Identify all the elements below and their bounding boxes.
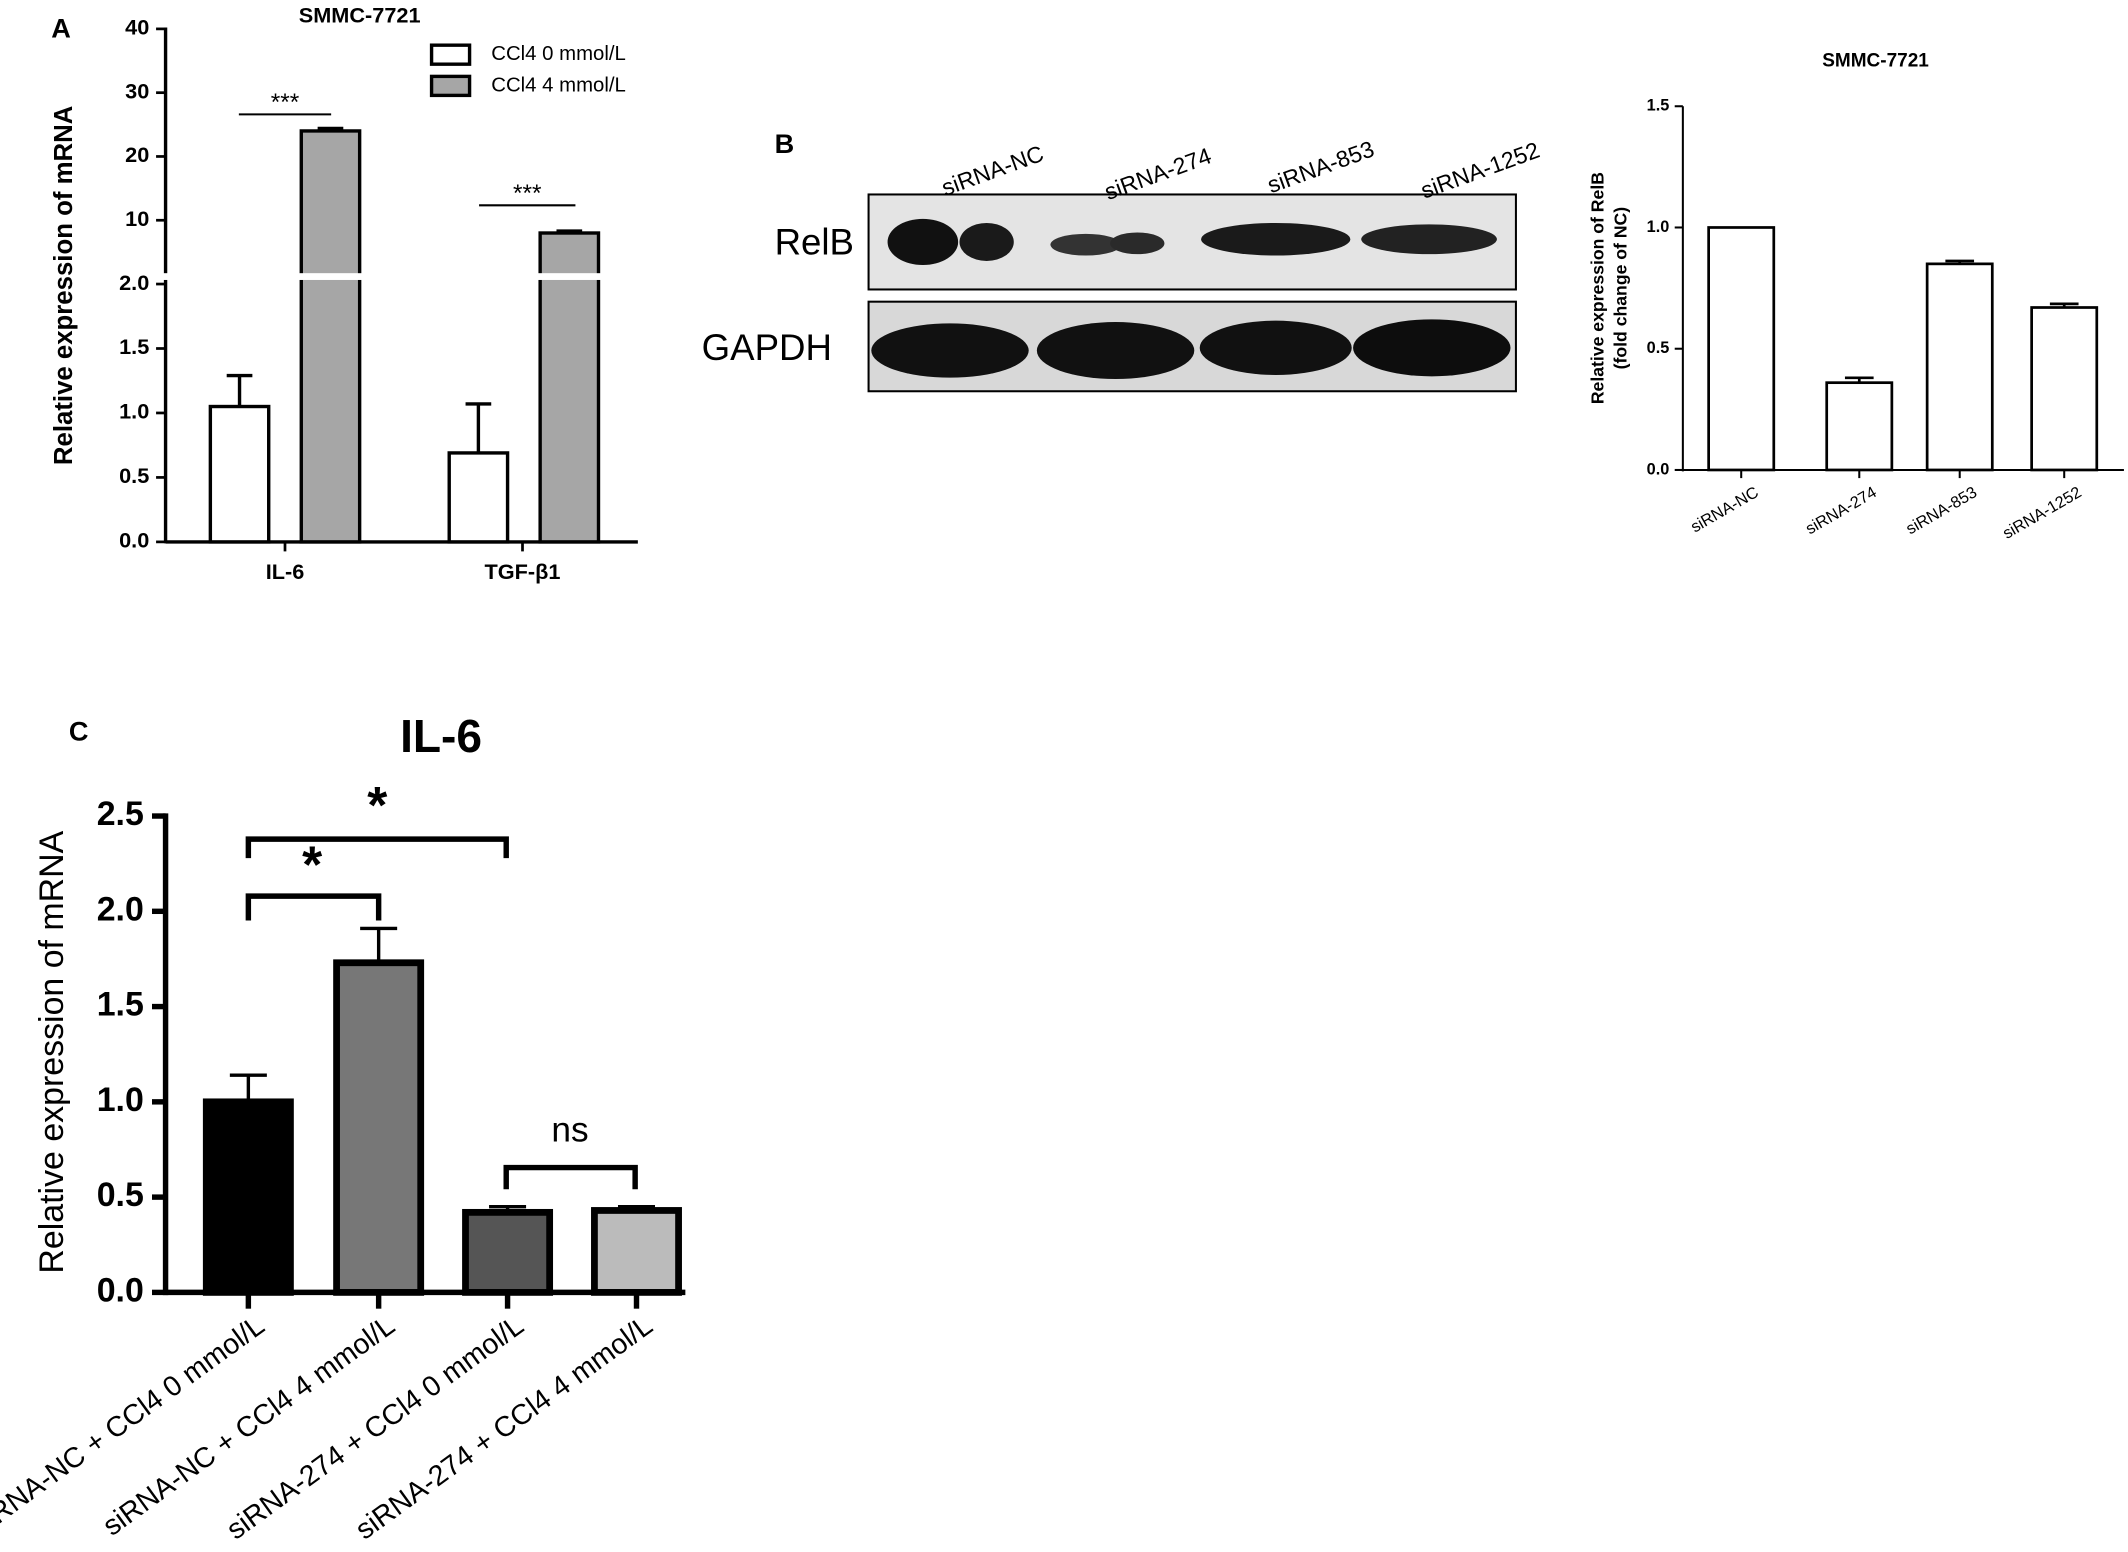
y-tick-label: 0.5: [119, 463, 149, 488]
significance-label: *: [302, 836, 323, 894]
significance-bracket: [245, 836, 509, 859]
x-tick-label: IL-6: [266, 559, 305, 584]
legend-swatch: [429, 74, 472, 98]
significance-label: *: [367, 776, 388, 834]
y-axis-label: Relative expression of mRNA: [33, 830, 71, 1273]
x-tick-label: siRNA-274: [1803, 483, 1880, 538]
y-tick-label: 1.0: [97, 1081, 144, 1119]
panel-label: A: [51, 12, 71, 43]
panel-label: B: [775, 128, 795, 159]
x-tick-label: siRNA-853: [1903, 483, 1980, 538]
significance-label: ***: [271, 89, 300, 116]
blot-band: [1361, 224, 1497, 255]
blot-band: [1036, 322, 1195, 380]
blot-band: [1201, 222, 1351, 256]
y-tick-label: 0.5: [1647, 339, 1670, 357]
x-tick-label: siRNA-NC: [1688, 483, 1762, 536]
y-tick-label: 1.5: [119, 334, 149, 359]
bar: [591, 1207, 682, 1296]
bar: [202, 1098, 294, 1296]
y-tick-label: 30: [125, 78, 149, 103]
y-tick-label: 1.5: [97, 986, 144, 1024]
significance-label: ns: [551, 1111, 588, 1150]
y-tick-label: 0.5: [97, 1176, 144, 1214]
chart-title: SMMC-7721: [1822, 50, 1929, 71]
chart-title: IL-6: [400, 710, 482, 762]
bar: [299, 129, 362, 544]
y-tick-label: 1.5: [1647, 97, 1670, 115]
legend-label: CCl4 4 mmol/L: [491, 74, 626, 96]
x-tick-label: siRNA-1252: [2000, 483, 2085, 542]
blot-row-label: RelB: [775, 221, 854, 262]
blot-band: [959, 222, 1014, 261]
bar: [1707, 226, 1776, 472]
blot-row-label: GAPDH: [702, 327, 832, 368]
bar: [208, 404, 271, 544]
bar: [462, 1208, 554, 1296]
blot-band: [871, 323, 1029, 378]
y-tick-label: 0.0: [97, 1271, 144, 1309]
blot-band: [1050, 233, 1121, 256]
y-axis-label: (fold change of NC): [1610, 207, 1630, 370]
blot-lane-label: siRNA-853: [1264, 136, 1378, 199]
blot-band: [1110, 232, 1165, 255]
x-tick-label: TGF-β1: [485, 559, 561, 584]
legend-swatch: [429, 43, 472, 66]
bar: [538, 231, 601, 544]
significance-bracket: [245, 893, 382, 921]
bar: [2030, 306, 2099, 472]
y-tick-label: 10: [125, 206, 149, 231]
blot-band: [887, 218, 959, 266]
blot-band: [1199, 320, 1352, 375]
legend-label: CCl4 0 mmol/L: [491, 43, 626, 65]
blot-band: [1353, 319, 1511, 377]
western-blot: [867, 193, 1517, 393]
bar: [1925, 262, 1994, 472]
y-tick-label: 1.0: [119, 399, 149, 424]
y-axis-label: Relative expression of mRNA: [50, 106, 78, 465]
significance-bracket: [503, 1164, 638, 1190]
y-tick-label: 2.5: [97, 795, 144, 833]
y-axis-label: Relative expression of RelB: [1587, 172, 1607, 404]
y-tick-label: 20: [125, 142, 149, 167]
significance-label: ***: [513, 180, 542, 207]
panel-label: C: [69, 715, 89, 746]
bar: [1825, 381, 1894, 472]
blot-lane-label: siRNA-NC: [938, 140, 1047, 201]
y-tick-label: 2.0: [119, 270, 149, 295]
chart-title: SMMC-7721: [299, 2, 421, 27]
y-tick-label: 0.0: [119, 528, 149, 553]
y-tick-label: 1.0: [1647, 218, 1670, 236]
y-tick-label: 40: [125, 15, 149, 40]
y-tick-label: 2.0: [97, 890, 144, 928]
bar: [447, 451, 510, 544]
y-tick-label: 0.0: [1647, 460, 1670, 478]
bar: [333, 959, 425, 1296]
axis-break: [152, 273, 641, 280]
